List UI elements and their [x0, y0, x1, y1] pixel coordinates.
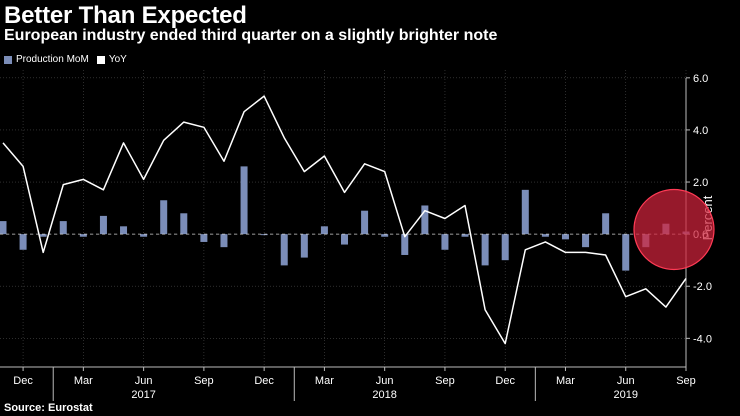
y-tick-label: 2.0 [693, 177, 708, 189]
y-tick-label: -4.0 [693, 333, 712, 345]
bar [481, 234, 489, 266]
x-tick-label: Dec [254, 375, 274, 387]
y-tick-label: 4.0 [693, 125, 708, 137]
x-year-label: 2017 [131, 389, 155, 401]
bar [39, 234, 47, 237]
bar [19, 234, 27, 250]
x-tick-label: Mar [315, 375, 334, 387]
x-tick-label: Jun [135, 375, 153, 387]
bar [180, 213, 188, 235]
bar [521, 189, 529, 235]
bar [381, 234, 389, 237]
x-tick-label: Sep [676, 375, 696, 387]
x-tick-label: Sep [194, 375, 214, 387]
legend-item-yoy: YoY [96, 54, 127, 65]
legend: Production MoM YoY [4, 54, 127, 65]
bar [582, 234, 590, 248]
bar [140, 234, 148, 237]
bar [260, 234, 268, 236]
bar [561, 234, 569, 240]
y-tick-label: -2.0 [693, 281, 712, 293]
bar [461, 234, 469, 237]
legend-item-mom: Production MoM [4, 54, 89, 65]
x-year-label: 2018 [372, 389, 396, 401]
bar [441, 234, 449, 250]
y-tick-label: 6.0 [693, 73, 708, 85]
x-year-label: 2019 [613, 389, 637, 401]
legend-label-yoy: YoY [108, 54, 127, 65]
bar [120, 226, 128, 235]
x-tick-label: Mar [556, 375, 575, 387]
bar [300, 234, 308, 258]
bar [280, 234, 288, 266]
legend-swatch-bar-icon [4, 55, 12, 64]
x-tick-label: Sep [435, 375, 455, 387]
bar [220, 234, 228, 248]
bar [79, 234, 87, 237]
x-tick-label: Jun [617, 375, 635, 387]
bar [240, 166, 248, 235]
bar [401, 234, 409, 255]
yoy-line [2, 95, 687, 345]
x-tick-label: Mar [74, 375, 93, 387]
bar [602, 213, 610, 235]
bar [59, 221, 67, 235]
x-tick-label: Dec [495, 375, 515, 387]
legend-label-mom: Production MoM [16, 54, 89, 65]
bar [320, 226, 328, 235]
bar [341, 234, 348, 245]
legend-swatch-line-icon [96, 55, 105, 64]
bar [200, 234, 208, 242]
bar [361, 210, 369, 235]
x-tick-label: Dec [13, 375, 33, 387]
bar [622, 234, 630, 271]
highlight-circle [633, 188, 715, 271]
x-tick-label: Jun [376, 375, 394, 387]
bar [421, 205, 429, 235]
bar [160, 200, 168, 235]
bar [501, 234, 509, 261]
bar [99, 215, 107, 235]
chart-title: Better Than Expected [4, 2, 247, 29]
bar [541, 234, 549, 237]
bar [0, 221, 7, 235]
source-note: Source: Eurostat [4, 402, 93, 414]
chart-subtitle: European industry ended third quarter on… [4, 27, 498, 44]
